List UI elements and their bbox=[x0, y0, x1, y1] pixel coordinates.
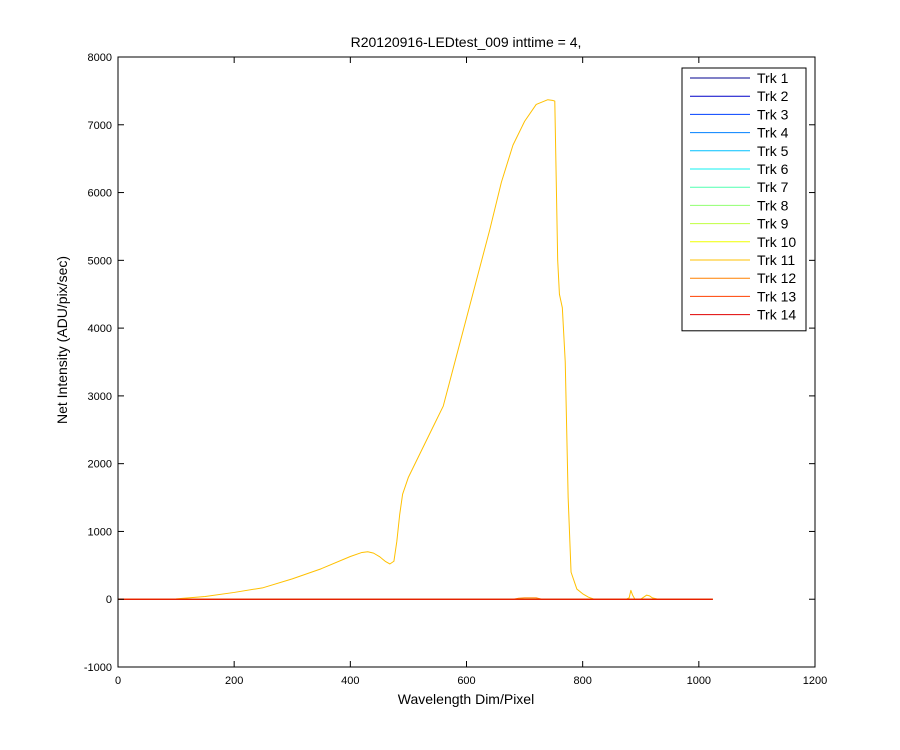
x-tick-label: 1200 bbox=[803, 675, 827, 687]
y-tick-label: 4000 bbox=[88, 323, 112, 335]
x-tick-label: 200 bbox=[225, 675, 243, 687]
legend-label-trk-6: Trk 6 bbox=[757, 161, 789, 177]
legend-label-trk-8: Trk 8 bbox=[757, 197, 789, 213]
legend-label-trk-9: Trk 9 bbox=[757, 216, 789, 232]
legend-label-trk-14: Trk 14 bbox=[757, 307, 796, 323]
y-tick-label: 0 bbox=[106, 594, 112, 606]
y-tick-label: 7000 bbox=[88, 120, 112, 132]
x-tick-label: 600 bbox=[457, 675, 475, 687]
legend-label-trk-4: Trk 4 bbox=[757, 125, 789, 141]
x-axis-title: Wavelength Dim/Pixel bbox=[398, 691, 534, 707]
chart-title: R20120916-LEDtest_009 inttime = 4, bbox=[351, 34, 582, 50]
y-tick-label: 2000 bbox=[88, 459, 112, 471]
legend-label-trk-10: Trk 10 bbox=[757, 234, 796, 250]
axes: 0 200 400 600 800 1000 1200-100001000200030004… bbox=[84, 52, 827, 687]
y-tick-label: 1000 bbox=[88, 526, 112, 538]
legend-label-trk-13: Trk 13 bbox=[757, 288, 796, 304]
x-tick-label: 1000 bbox=[687, 675, 711, 687]
y-axis-title: Net Intensity (ADU/pix/sec) bbox=[54, 256, 70, 424]
y-tick-label: 3000 bbox=[88, 391, 112, 403]
legend-label-trk-3: Trk 3 bbox=[757, 106, 789, 122]
y-tick-label: 8000 bbox=[88, 52, 112, 64]
legend-label-trk-11: Trk 11 bbox=[757, 252, 795, 268]
legend-label-trk-1: Trk 1 bbox=[757, 70, 789, 86]
y-tick-label: 5000 bbox=[88, 255, 112, 267]
legend-label-trk-12: Trk 12 bbox=[757, 270, 796, 286]
legend-label-trk-2: Trk 2 bbox=[757, 88, 789, 104]
x-tick-label: 800 bbox=[573, 675, 591, 687]
x-tick-label: 400 bbox=[341, 675, 359, 687]
legend-label-trk-7: Trk 7 bbox=[757, 179, 789, 195]
legend-box bbox=[681, 67, 807, 332]
legend-label-trk-5: Trk 5 bbox=[757, 143, 789, 159]
y-tick-label: -1000 bbox=[84, 662, 112, 674]
y-tick-label: 6000 bbox=[88, 188, 112, 200]
legend: Trk 1 Trk 2 Trk 3 Trk 4 Trk 5 Trk 6 Trk 7 Trk 8… bbox=[681, 67, 807, 332]
x-tick-label: 0 bbox=[115, 675, 121, 687]
